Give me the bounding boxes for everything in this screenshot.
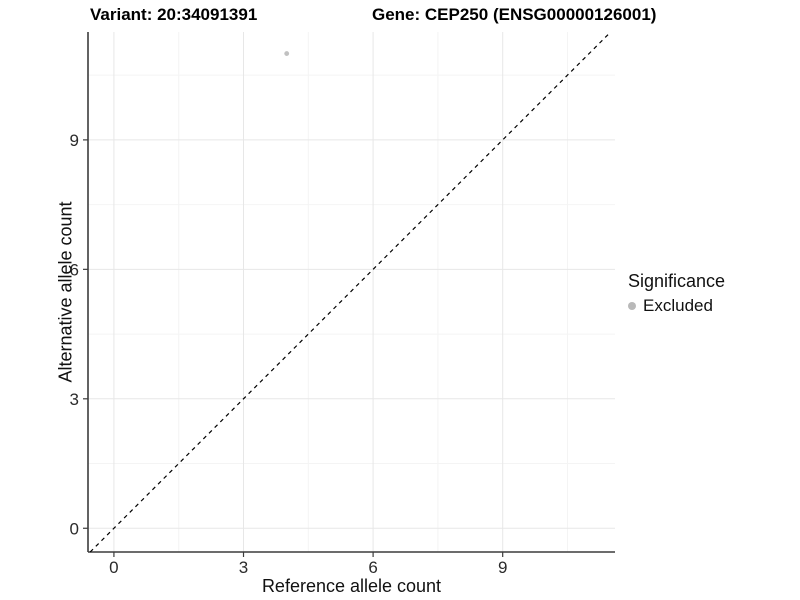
legend-title: Significance <box>628 271 726 291</box>
y-axis-title: Alternative allele count <box>55 201 76 383</box>
x-tick-label: 3 <box>239 558 248 577</box>
identity-reference-line <box>89 31 612 553</box>
legend-item-label: Excluded <box>643 296 713 315</box>
y-tick-label: 9 <box>70 131 79 150</box>
y-tick-label: 3 <box>70 390 79 409</box>
data-point <box>284 51 290 56</box>
gene-title: Gene: CEP250 (ENSG00000126001) <box>372 5 657 24</box>
x-axis-title: Reference allele count <box>261 576 442 596</box>
legend-item-excluded: Excluded <box>628 296 725 316</box>
variant-title: Variant: 20:34091391 <box>90 5 258 24</box>
x-tick-label: 6 <box>368 558 377 577</box>
y-tick-label: 6 <box>70 260 79 279</box>
x-tick-label: 0 <box>109 558 118 577</box>
x-tick-label: 9 <box>498 558 507 577</box>
y-tick-label: 0 <box>70 519 79 538</box>
legend: Significance Excluded <box>628 271 725 316</box>
legend-point-icon <box>628 302 636 310</box>
